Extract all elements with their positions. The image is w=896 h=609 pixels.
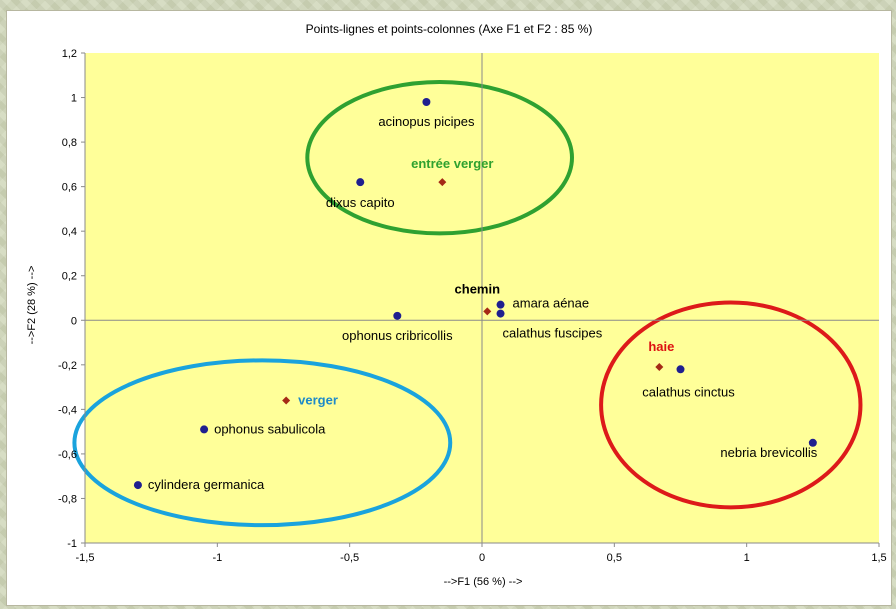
cluster-ellipse-2	[72, 358, 453, 528]
species-point	[422, 98, 431, 106]
species-point	[200, 425, 209, 434]
x-tick-label: 1	[744, 552, 750, 564]
site-label: chemin	[455, 281, 501, 296]
species-point	[393, 311, 402, 320]
scatter-chart: -1,5 -1 -0,5 0 0,5 1 1,5 -1 -0,8 -0,6 -0,4 -0,2 0 0,…	[26, 22, 887, 588]
cluster-ellipse-3	[599, 300, 863, 510]
site-point	[438, 178, 447, 187]
species-point	[356, 178, 365, 187]
y-tick-label: 0	[71, 315, 77, 327]
y-tick-label: 1,2	[62, 48, 77, 60]
species-label: cylindera germanica	[148, 477, 265, 492]
x-axis-ticks: -1,5 -1 -0,5 0 0,5 1 1,5	[76, 542, 887, 564]
y-tick-label: 1	[71, 93, 77, 105]
y-tick-label: 0,2	[62, 271, 77, 283]
y-tick-label: 0,8	[62, 137, 77, 149]
species-point	[133, 481, 142, 490]
x-axis-label: -->F1 (56 %) -->	[444, 576, 523, 588]
y-tick-label: 0,6	[62, 182, 77, 194]
x-tick-label: -0,5	[340, 552, 359, 564]
species-label: ophonus cribricollis	[342, 328, 453, 343]
site-point	[483, 307, 492, 316]
species-point	[808, 438, 817, 447]
site-label: verger	[298, 392, 338, 407]
species-point	[496, 309, 505, 318]
site-label: haie	[648, 339, 674, 354]
y-axis-ticks: -1 -0,8 -0,6 -0,4 -0,2 0 0,2 0,4 0,6 0,8 1 1,2	[58, 48, 86, 550]
y-tick-label: -1	[67, 538, 77, 550]
y-tick-label: -0,8	[58, 493, 77, 505]
species-label: calathus cinctus	[642, 384, 735, 399]
point-labels: acinopus picipes dixus capito amara aénae o…	[148, 114, 818, 492]
y-tick-label: -0,4	[58, 404, 77, 416]
species-point	[676, 365, 685, 374]
species-label: acinopus picipes	[378, 114, 475, 129]
species-label: calathus fuscipes	[503, 326, 603, 341]
x-tick-label: -1,5	[76, 552, 95, 564]
chart-title: Points-lignes et points-colonnes (Axe F1…	[306, 22, 593, 36]
cluster-ellipses	[72, 79, 863, 528]
species-point	[496, 300, 505, 309]
x-tick-label: 0,5	[607, 552, 622, 564]
axes	[85, 53, 879, 543]
y-tick-label: -0,2	[58, 360, 77, 372]
data-points	[133, 98, 817, 490]
site-point	[282, 396, 291, 405]
species-label: ophonus sabulicola	[214, 421, 326, 436]
site-point	[655, 363, 664, 372]
species-label: dixus capito	[326, 195, 395, 210]
x-tick-label: 0	[479, 552, 485, 564]
site-label: entrée verger	[411, 156, 493, 171]
y-tick-label: 0,4	[62, 226, 77, 238]
x-tick-label: 1,5	[871, 552, 886, 564]
chart-frame: -1,5 -1 -0,5 0 0,5 1 1,5 -1 -0,8 -0,6 -0,4 -0,2 0 0,…	[6, 10, 892, 606]
species-label: amara aénae	[513, 296, 590, 311]
y-axis-label: -->F2 (28 %) -->	[26, 266, 38, 345]
species-label: nebria brevicollis	[720, 445, 817, 460]
y-tick-label: -0,6	[58, 449, 77, 461]
x-tick-label: -1	[212, 552, 222, 564]
cluster-ellipse-1	[305, 79, 574, 236]
